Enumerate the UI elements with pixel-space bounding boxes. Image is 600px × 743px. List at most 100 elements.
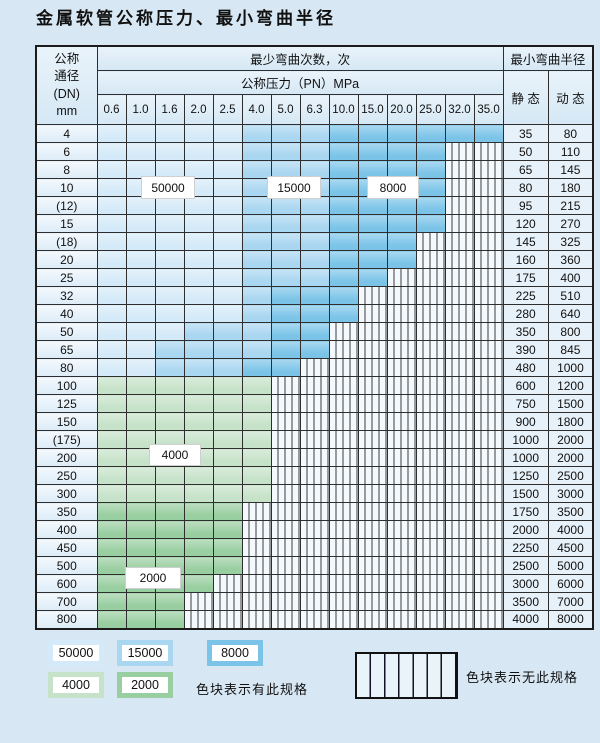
dn-header-line: (DN) [53, 86, 80, 101]
no-spec-cell [357, 340, 388, 359]
dynamic-value: 2500 [547, 466, 594, 485]
spec-cell [154, 520, 185, 539]
spec-cell [154, 610, 185, 629]
no-spec-cell [444, 520, 475, 539]
no-spec-cell [444, 286, 475, 305]
spec-cell [299, 214, 330, 233]
spec-cell [299, 286, 330, 305]
spec-cell [212, 376, 243, 395]
dynamic-value: 4000 [547, 520, 594, 539]
table-row: 15 120 270 [35, 214, 594, 233]
no-spec-cell [473, 412, 504, 431]
spec-cell [125, 448, 156, 467]
no-spec-cell [386, 574, 417, 593]
no-spec-cell [415, 448, 446, 467]
dynamic-value: 3500 [547, 502, 594, 521]
no-spec-cell [328, 376, 359, 395]
static-value: 900 [502, 412, 549, 431]
spec-cell [183, 484, 214, 503]
no-spec-cell [473, 394, 504, 413]
spec-cell [212, 124, 243, 143]
spec-cell [212, 502, 243, 521]
spec-cell [386, 250, 417, 269]
no-spec-cell [386, 358, 417, 377]
spec-cell [241, 484, 272, 503]
spec-cell [386, 214, 417, 233]
no-spec-cell [299, 448, 330, 467]
spec-cell [241, 178, 272, 197]
spec-cell [96, 376, 127, 395]
spec-cell [212, 160, 243, 179]
spec-cell [183, 250, 214, 269]
spec-cell [154, 538, 185, 557]
no-spec-cell [386, 340, 417, 359]
spec-cell [270, 196, 301, 215]
no-spec-cell [473, 466, 504, 485]
no-spec-cell [444, 268, 475, 287]
no-spec-cell [357, 610, 388, 629]
legend-swatch-15000: 15000 [117, 640, 173, 666]
spec-cell [96, 430, 127, 449]
spec-cell [154, 142, 185, 161]
table-row: 150 900 1800 [35, 412, 594, 431]
no-spec-cell [473, 232, 504, 251]
spec-cell [125, 232, 156, 251]
static-value: 1750 [502, 502, 549, 521]
dynamic-value: 4500 [547, 538, 594, 557]
no-spec-cell [415, 304, 446, 323]
spec-cell [183, 358, 214, 377]
dn-header-line: 通径 [54, 69, 80, 83]
spec-cell [125, 592, 156, 611]
no-spec-cell [386, 268, 417, 287]
spec-cell [183, 160, 214, 179]
pressure-col-header: 2.0 [183, 94, 214, 125]
dn-cell: 8 [35, 160, 98, 179]
spec-cell [241, 196, 272, 215]
spec-cell [125, 340, 156, 359]
no-spec-cell [415, 502, 446, 521]
dn-cell: 50 [35, 322, 98, 341]
spec-cell [96, 196, 127, 215]
dynamic-value: 6000 [547, 574, 594, 593]
spec-cell [125, 376, 156, 395]
no-spec-cell [473, 538, 504, 557]
spec-cell [212, 520, 243, 539]
spec-cell [270, 322, 301, 341]
spec-cell [444, 124, 475, 143]
no-spec-cell [328, 466, 359, 485]
table-row: 700 3500 7000 [35, 592, 594, 611]
spec-cell [154, 358, 185, 377]
spec-cell [96, 466, 127, 485]
no-spec-cell [299, 484, 330, 503]
dn-cell: (18) [35, 232, 98, 251]
table-row: 6 50 110 [35, 142, 594, 161]
spec-cell [183, 214, 214, 233]
no-spec-cell [241, 592, 272, 611]
spec-cell [125, 322, 156, 341]
spec-cell [212, 322, 243, 341]
no-spec-cell [328, 484, 359, 503]
dynamic-value: 1000 [547, 358, 594, 377]
pressure-col-header: 4.0 [241, 94, 272, 125]
spec-cell [241, 232, 272, 251]
static-value: 2250 [502, 538, 549, 557]
spec-cell [183, 538, 214, 557]
dn-cell: 700 [35, 592, 98, 611]
spec-cell [212, 250, 243, 269]
spec-cell [96, 394, 127, 413]
spec-cell [96, 358, 127, 377]
pressure-header: 公称压力（PN）MPa [96, 70, 504, 95]
pressure-col-header: 5.0 [270, 94, 301, 125]
static-value: 2000 [502, 520, 549, 539]
radius-header: 最小弯曲半径 [502, 45, 594, 71]
no-spec-cell [357, 592, 388, 611]
dynamic-value: 215 [547, 196, 594, 215]
spec-cell [212, 358, 243, 377]
no-spec-cell [444, 160, 475, 179]
spec-cell [212, 304, 243, 323]
spec-cell [415, 178, 446, 197]
spec-cell [125, 502, 156, 521]
no-spec-cell [328, 340, 359, 359]
spec-cell [415, 214, 446, 233]
spec-cell [212, 394, 243, 413]
